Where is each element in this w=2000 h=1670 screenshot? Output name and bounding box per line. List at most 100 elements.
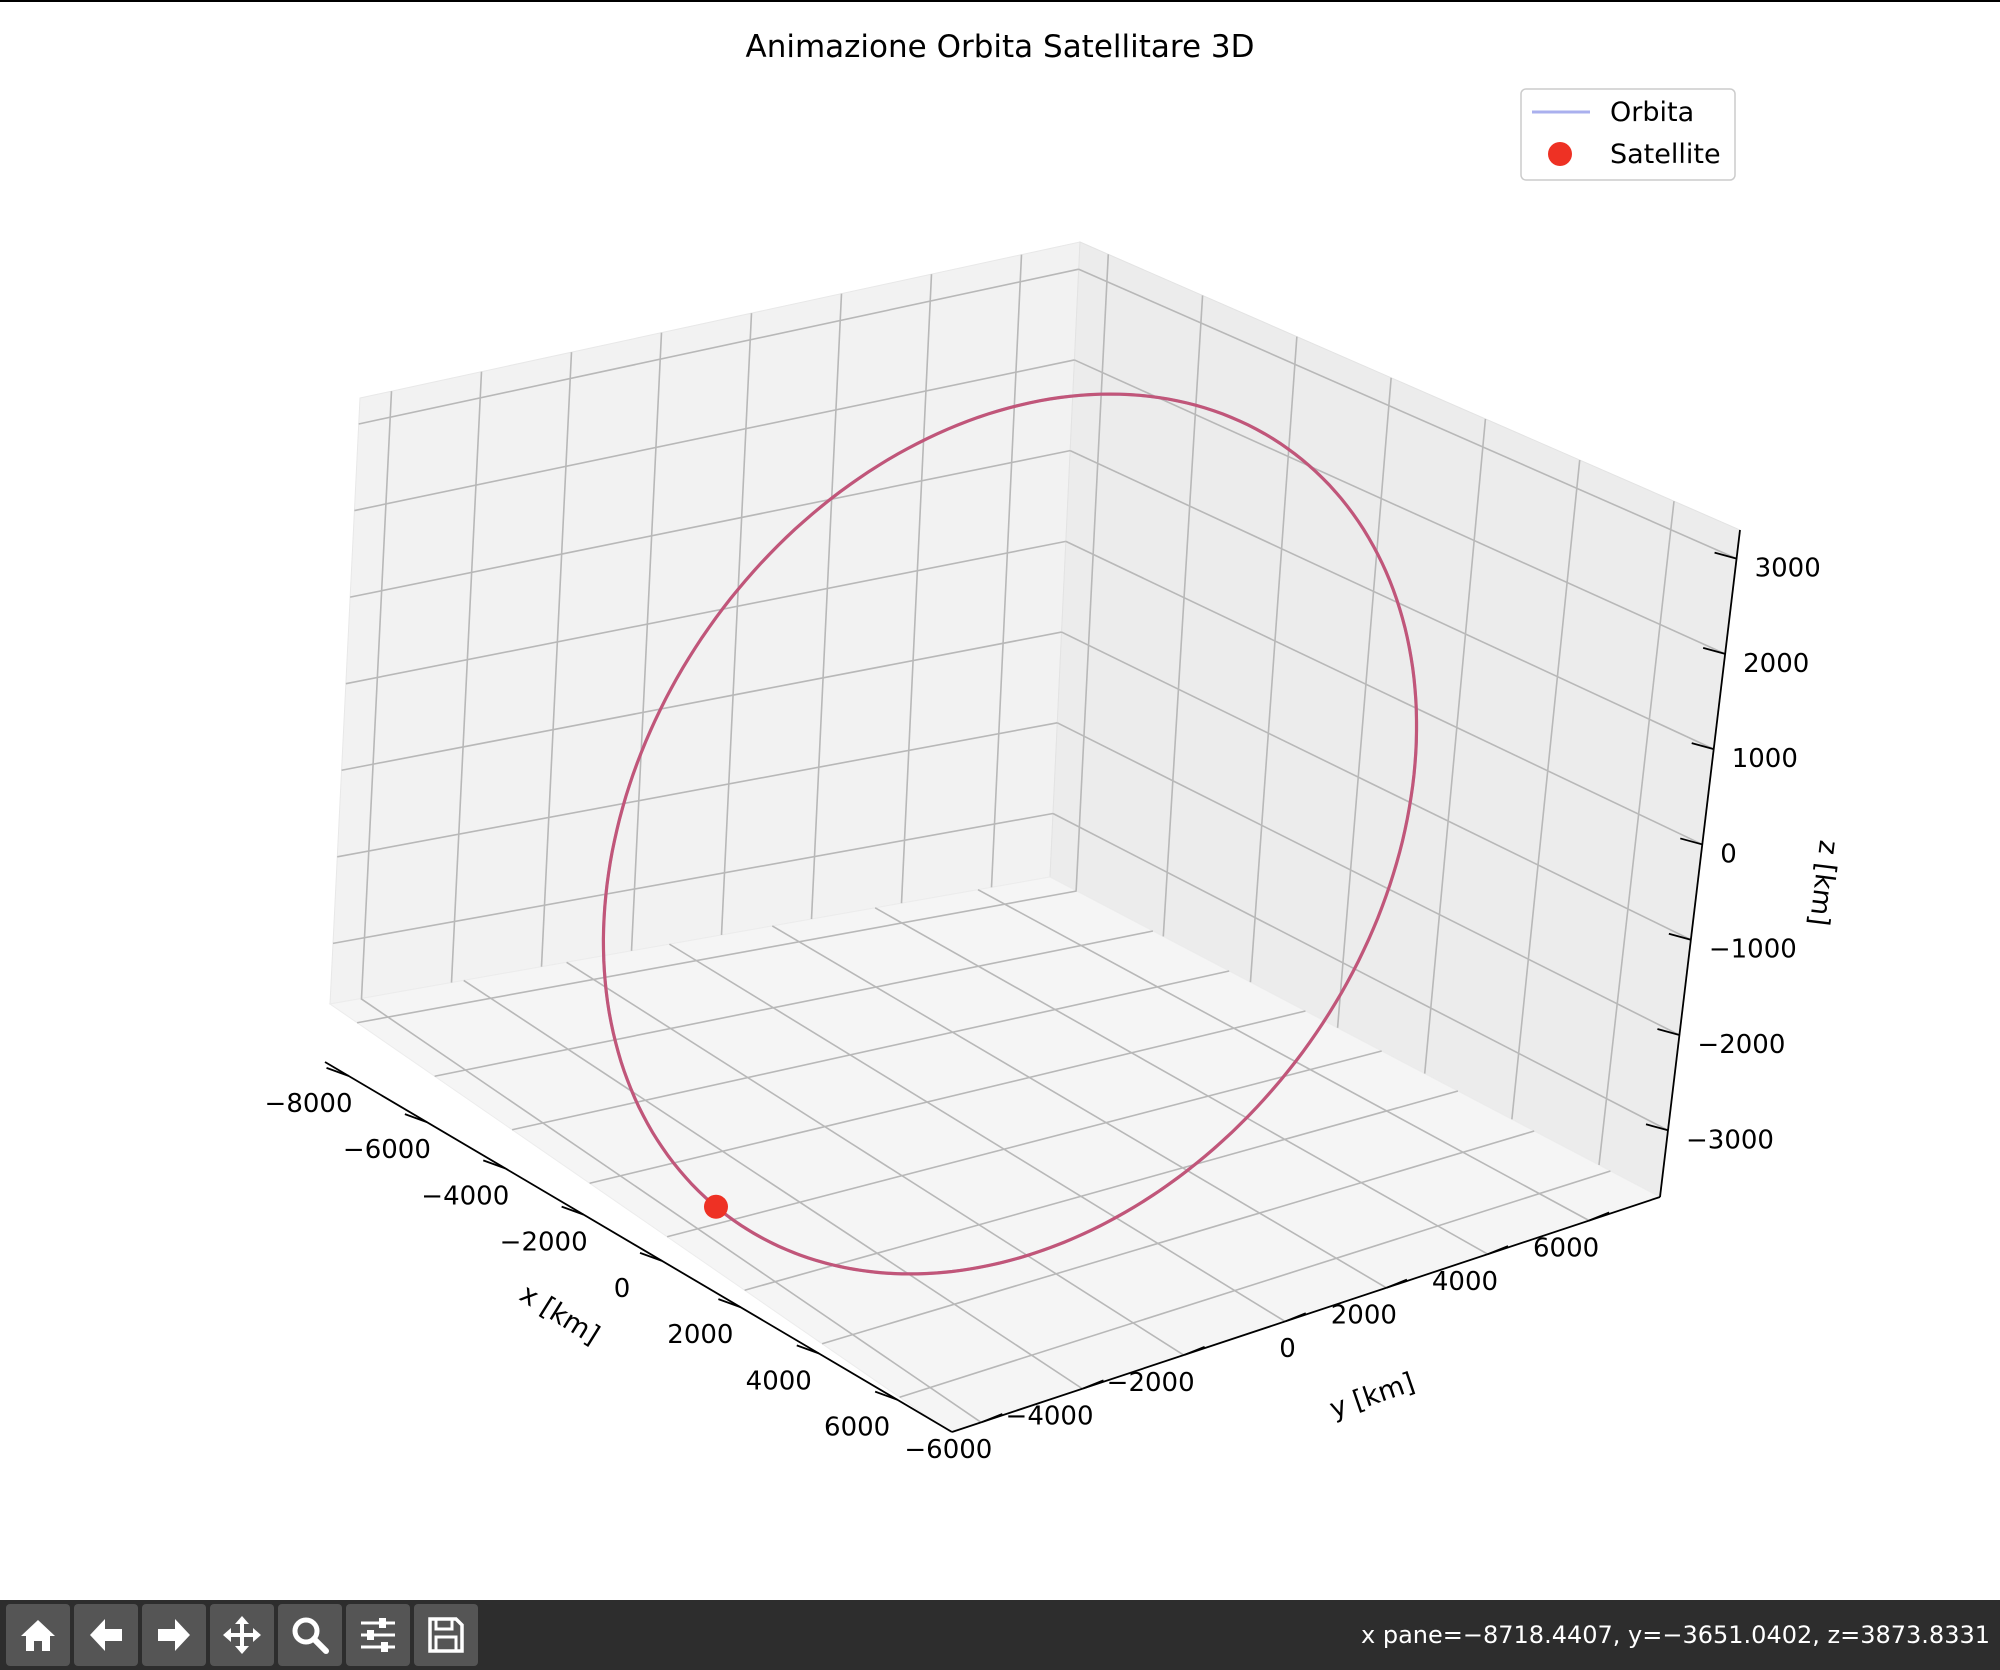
z-axis-tick [1702,647,1726,655]
z-axis-ticks: 3000 2000 1000 0 −1000 −2000 −3000 [1645,551,1821,1155]
forward-arrow-icon [158,1619,190,1651]
gridline [360,391,393,999]
x-axis-tick-label: 4000 [746,1366,812,1396]
legend: Orbita Satellite [1520,88,1736,181]
z-axis-tick-label: 1000 [1732,744,1798,774]
y-axis-tick [1083,1379,1104,1390]
pan-button[interactable] [210,1604,274,1666]
z-axis-tick-label: −1000 [1709,935,1797,965]
gridline [990,254,1023,888]
zoom-button[interactable] [278,1604,342,1666]
y-axis-tick [1386,1278,1408,1289]
gridline [874,907,1488,1255]
gridline [810,293,843,920]
forward-button[interactable] [142,1604,206,1666]
matplotlib-figure: Animazione Orbita Satellitare 3D −8000 −6… [0,0,2000,1602]
y-axis-tick-label: −6000 [904,1435,992,1465]
x-axis-tick [561,1205,584,1216]
gridline [630,332,663,951]
gridline [1598,501,1675,1166]
legend-orbit-label: Orbita [1610,97,1694,128]
x-axis-label: x [km] [514,1278,605,1351]
y-axis-tick [982,1413,1003,1423]
x-axis-tick-label: −8000 [265,1089,353,1119]
back-arrow-icon [90,1619,122,1651]
gridline [821,1130,1535,1345]
gridline [332,812,1054,945]
y-axis-line [951,1196,1661,1433]
gridline [341,631,1062,772]
z-axis-tick [1680,837,1703,846]
gridline [900,274,933,904]
z-axis-tick [1668,932,1692,941]
x-axis-tick [639,1252,663,1262]
gridline [1511,459,1581,1120]
y-axis-tick-label: 2000 [1331,1301,1397,1331]
x-axis-ticks: −8000 −6000 −4000 −2000 0 2000 4000 6000 [265,1067,898,1443]
x-axis-tick-label: 2000 [667,1320,733,1350]
cursor-coordinates-readout: x pane=−8718.4407, y=−3651.0402, z=3873.… [1361,1621,1990,1649]
x-axis-line [324,1061,953,1433]
save-button[interactable] [414,1604,478,1666]
configure-subplots-icon [361,1618,395,1652]
back-button[interactable] [74,1604,138,1666]
plot-canvas[interactable]: Animazione Orbita Satellitare 3D −8000 −6… [0,2,2000,1602]
gridline [360,997,981,1423]
z-axis-tick-label: 0 [1720,839,1737,869]
gridline [744,1090,1459,1291]
z-axis-tick [1714,551,1737,560]
navigation-toolbar: x pane=−8718.4407, y=−3651.0402, z=3873.… [0,1600,2000,1670]
x-axis-tick-label: 0 [614,1274,631,1304]
gridline [1075,254,1110,891]
legend-satellite-swatch [1548,142,1572,166]
gridline [977,888,1590,1222]
y-axis-tick [1588,1211,1610,1222]
back-left-pane [329,241,1081,1005]
gridline [589,1010,1306,1185]
z-axis-tick [1645,1123,1669,1132]
gridline [450,371,483,983]
gridline [1061,631,1692,941]
gridline [1423,418,1487,1074]
gridline [566,961,1184,1356]
gridline [356,890,1077,1024]
y-axis-tick [1487,1245,1509,1255]
gridline [540,352,573,967]
gridline [771,925,1387,1289]
gridline [1052,812,1669,1132]
gridline [1065,540,1703,846]
gridline [1078,268,1737,560]
y-axis-tick [1184,1345,1205,1356]
gridline [434,930,1154,1078]
gridline [354,359,1075,512]
x-axis-tick [326,1067,349,1077]
y-axis-tick-label: 4000 [1432,1267,1498,1297]
z-axis-tick-label: 2000 [1743,649,1809,679]
gridline [511,970,1230,1131]
gridline [1056,722,1680,1036]
gridline [1336,377,1392,1028]
gridline [720,313,753,935]
gridline [463,979,1083,1390]
y-axis-tick-label: −4000 [1006,1401,1094,1431]
z-axis-tick [1691,742,1714,751]
save-floppy-icon [428,1617,464,1653]
grid-lines [332,254,1737,1423]
configure-subplots-button[interactable] [346,1604,410,1666]
y-axis-ticks: −6000 −4000 −2000 0 2000 4000 6000 [904,1211,1610,1465]
gridline [1069,449,1715,750]
zoom-magnifier-icon [292,1617,329,1654]
legend-satellite-label: Satellite [1610,139,1721,170]
z-axis-tick-label: −2000 [1697,1030,1785,1060]
gridline [345,540,1067,685]
x-axis-tick-label: −4000 [421,1181,509,1211]
gridline [899,1170,1611,1398]
gridline [337,721,1058,858]
y-axis-tick-label: 6000 [1533,1234,1599,1264]
home-button[interactable] [6,1604,70,1666]
gridline [1162,295,1204,937]
gridline [349,449,1071,598]
gridline [669,943,1286,1322]
gridline [1074,359,1726,655]
y-axis-tick [1285,1312,1307,1323]
